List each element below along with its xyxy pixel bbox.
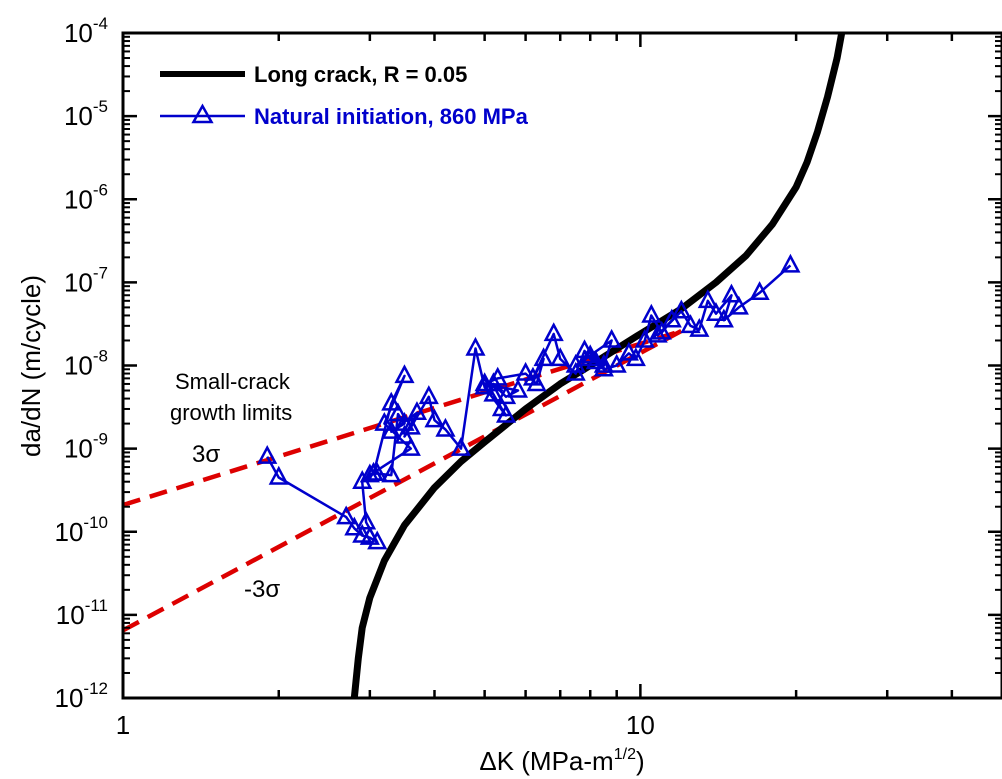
y-tick-label: 10-10: [55, 513, 109, 547]
data-point-triangle: [601, 328, 622, 348]
data-point-triangle: [381, 463, 402, 483]
annotation-small-crack: Small-crack: [175, 369, 291, 394]
data-point-triangle: [625, 347, 646, 367]
data-point-triangle: [268, 465, 289, 485]
data-point-triangle: [424, 408, 445, 428]
data-point-triangle: [641, 303, 662, 323]
y-tick-label: 10-5: [64, 97, 108, 131]
axis-ticks: [121, 31, 1002, 700]
data-point-triangle: [394, 424, 415, 444]
data-point-triangle: [543, 322, 564, 342]
y-tick-label: 10-4: [64, 14, 108, 48]
data-point-triangle: [728, 295, 749, 315]
annotation-growth-limits: growth limits: [170, 400, 292, 425]
y-axis-title: da/dN (m/cycle): [16, 275, 46, 457]
data-point-triangle: [367, 461, 388, 481]
data-point-triangle: [474, 372, 495, 392]
data-point-triangle: [585, 350, 606, 370]
data-point-triangle: [406, 401, 428, 421]
annotations: Small-crack growth limits 3σ -3σ: [170, 369, 292, 603]
y-tick-label: 10-12: [55, 679, 109, 713]
data-point-triangle: [367, 530, 388, 550]
data-point-triangle: [355, 510, 377, 530]
data-point-triangle: [418, 385, 439, 405]
data-point-triangle: [515, 361, 536, 381]
data-point-triangle: [507, 378, 529, 398]
data-point-triangle: [533, 347, 554, 367]
x-axis-title: ΔK (MPa-m1/2): [479, 746, 644, 776]
data-point-triangle: [721, 283, 742, 303]
data-point-triangle: [618, 341, 639, 361]
data-point-triangle: [647, 323, 668, 343]
data-point-triangle: [495, 403, 517, 423]
data-point-triangle: [374, 411, 395, 431]
data-point-triangle: [651, 320, 672, 340]
annotation-upper-3sigma: 3σ: [192, 441, 220, 468]
data-point-triangle: [400, 436, 421, 456]
legend-label-long-crack: Long crack, R = 0.05: [254, 62, 467, 87]
data-point-triangle: [680, 314, 701, 334]
legend: Long crack, R = 0.05 Natural initiation,…: [160, 62, 529, 129]
data-point-triangle: [387, 402, 409, 422]
data-point-triangle: [593, 353, 614, 373]
data-point-triangle: [435, 417, 456, 437]
annotation-lower-3sigma: -3σ: [244, 576, 280, 603]
data-point-triangle: [450, 436, 472, 456]
data-point-triangle: [634, 328, 655, 348]
y-tick-label: 10-8: [64, 347, 108, 381]
data-point-triangle: [606, 353, 627, 373]
x-tick-label: 10: [626, 710, 655, 740]
data-point-triangle: [689, 317, 710, 337]
data-point-triangle: [257, 445, 278, 464]
data-point-triangle: [550, 347, 571, 367]
data-point-triangle: [381, 420, 402, 439]
data-point-triangle: [671, 299, 692, 319]
y-tick-label: 10-7: [64, 263, 108, 297]
data-point-triangle: [522, 366, 544, 386]
data-point-triangle: [359, 525, 380, 545]
legend-triangle-marker: [191, 103, 214, 124]
data-point-triangle: [381, 391, 402, 411]
data-point-triangle: [394, 364, 415, 384]
data-point-triangle: [336, 505, 357, 525]
y-tick-label: 10-11: [56, 596, 108, 630]
data-point-triangle: [593, 357, 614, 377]
tick-labels: 1 10 10-4 10-5 10-6 10-7 10-8 10-9 10-10 10-11 10-…: [55, 14, 655, 740]
lower-limit-line: [123, 329, 683, 633]
data-point-triangle: [749, 281, 770, 301]
data-point-triangle: [487, 366, 508, 386]
data-point-triangle: [780, 253, 801, 273]
y-tick-label: 10-6: [64, 180, 108, 214]
data-point-triangle: [661, 308, 682, 328]
data-point-triangle: [705, 302, 727, 321]
legend-label-natural-initiation: Natural initiation, 860 MPa: [254, 104, 529, 129]
data-point-triangle: [713, 308, 734, 328]
x-tick-label: 1: [116, 710, 130, 740]
data-point-triangle: [465, 336, 486, 356]
data-point-triangle: [565, 353, 586, 373]
y-tick-label: 10-9: [64, 430, 108, 464]
data-point-triangle: [359, 463, 380, 483]
data-point-triangle: [400, 415, 421, 435]
plot-curves: [123, 33, 846, 698]
data-point-triangle: [697, 289, 718, 309]
